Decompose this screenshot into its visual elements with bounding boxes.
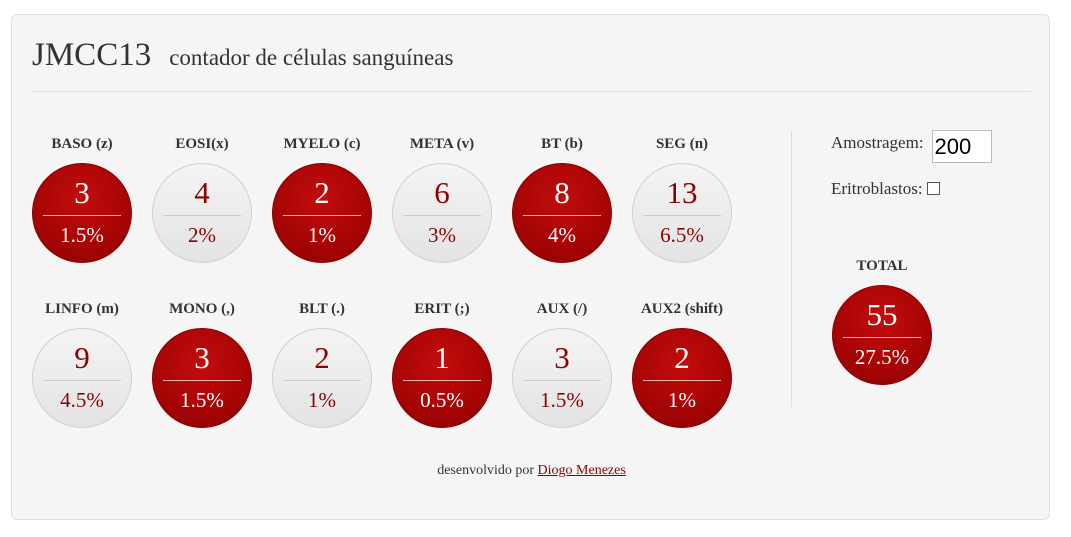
counter-bt: BT (b) 8 4% xyxy=(502,133,622,263)
circle-divider xyxy=(643,215,721,216)
vertical-divider xyxy=(791,131,792,407)
counter-count: 3 xyxy=(74,175,90,210)
page-header: JMCC13 contador de células sanguíneas xyxy=(32,37,453,74)
footer-text: desenvolvido por xyxy=(437,463,535,478)
counter-button-myelo[interactable]: 2 1% xyxy=(272,163,372,263)
counter-count: 2 xyxy=(314,340,330,375)
counter-aux2: AUX2 (shift) 2 1% xyxy=(622,298,742,428)
counter-mono: MONO (,) 3 1.5% xyxy=(142,298,262,428)
total-counter: TOTAL 55 27.5% xyxy=(832,255,932,385)
counter-button-erit[interactable]: 1 0.5% xyxy=(392,328,492,428)
counter-button-linfo[interactable]: 9 4.5% xyxy=(32,328,132,428)
counter-label: SEG (n) xyxy=(655,136,709,152)
total-label: TOTAL xyxy=(856,258,908,274)
circle-divider xyxy=(403,215,481,216)
counter-label: EOSI(x) xyxy=(175,136,229,152)
erythroblasts-label: Eritroblastos: xyxy=(831,179,923,198)
sample-size-row: Amostragem: 200 xyxy=(831,130,992,163)
circle-divider xyxy=(283,215,361,216)
counter-aux: AUX (/) 3 1.5% xyxy=(502,298,622,428)
counter-button-baso[interactable]: 3 1.5% xyxy=(32,163,132,263)
counter-baso: BASO (z) 3 1.5% xyxy=(22,133,142,263)
circle-divider xyxy=(523,215,601,216)
counter-label: AUX (/) xyxy=(536,301,588,317)
counter-count: 3 xyxy=(194,340,210,375)
counter-percent: 1.5% xyxy=(180,388,224,412)
counter-percent: 2% xyxy=(188,223,216,247)
counter-percent: 0.5% xyxy=(420,388,464,412)
counter-button-mono[interactable]: 3 1.5% xyxy=(152,328,252,428)
circle-divider xyxy=(43,215,121,216)
counter-percent: 4% xyxy=(548,223,576,247)
counter-percent: 1.5% xyxy=(60,223,104,247)
counter-panel: JMCC13 contador de células sanguíneas BAS… xyxy=(11,14,1050,520)
erythroblasts-checkbox[interactable] xyxy=(926,182,940,195)
counter-count: 8 xyxy=(554,175,570,210)
counter-percent: 4.5% xyxy=(60,388,104,412)
erythroblasts-row: Eritroblastos: xyxy=(831,179,940,199)
circle-divider xyxy=(163,380,241,381)
counter-button-bt[interactable]: 8 4% xyxy=(512,163,612,263)
counter-percent: 6.5% xyxy=(660,223,704,247)
counter-label: ERIT (;) xyxy=(414,301,470,317)
counter-percent: 1% xyxy=(668,388,696,412)
footer: desenvolvido por Diogo Menezes xyxy=(12,463,1051,479)
counter-label: BT (b) xyxy=(541,136,583,152)
circle-divider xyxy=(643,380,721,381)
counter-label: MONO (,) xyxy=(169,301,235,317)
counter-button-meta[interactable]: 6 3% xyxy=(392,163,492,263)
counter-erit: ERIT (;) 1 0.5% xyxy=(382,298,502,428)
counter-count: 9 xyxy=(74,340,90,375)
counter-button-eosi[interactable]: 4 2% xyxy=(152,163,252,263)
counter-button-blt[interactable]: 2 1% xyxy=(272,328,372,428)
counter-count: 3 xyxy=(554,340,570,375)
circle-divider xyxy=(163,215,241,216)
counter-seg: SEG (n) 13 6.5% xyxy=(622,133,742,263)
counter-button-aux2[interactable]: 2 1% xyxy=(632,328,732,428)
total-circle: 55 27.5% xyxy=(832,285,932,385)
circle-divider xyxy=(283,380,361,381)
counter-count: 13 xyxy=(666,175,698,210)
counter-linfo: LINFO (m) 9 4.5% xyxy=(22,298,142,428)
counter-label: LINFO (m) xyxy=(45,301,119,317)
counter-count: 2 xyxy=(674,340,690,375)
counter-label: AUX2 (shift) xyxy=(640,301,724,317)
counter-button-seg[interactable]: 13 6.5% xyxy=(632,163,732,263)
counter-label: META (v) xyxy=(409,136,475,152)
counter-count: 1 xyxy=(434,340,450,375)
counter-label: BASO (z) xyxy=(51,136,113,152)
circle-divider xyxy=(43,380,121,381)
counter-percent: 1% xyxy=(308,388,336,412)
counter-myelo: MYELO (c) 2 1% xyxy=(262,133,382,263)
counter-button-aux[interactable]: 3 1.5% xyxy=(512,328,612,428)
counter-percent: 3% xyxy=(428,223,456,247)
counter-label: MYELO (c) xyxy=(283,136,361,152)
counter-percent: 1.5% xyxy=(540,388,584,412)
counter-label: BLT (.) xyxy=(299,301,345,317)
counter-count: 6 xyxy=(434,175,450,210)
app-subtitle: contador de células sanguíneas xyxy=(169,45,454,70)
circle-divider xyxy=(403,380,481,381)
circle-divider xyxy=(843,337,921,338)
author-link[interactable]: Diogo Menezes xyxy=(537,463,626,478)
sample-size-input[interactable]: 200 xyxy=(931,130,992,163)
counter-count: 2 xyxy=(314,175,330,210)
counter-meta: META (v) 6 3% xyxy=(382,133,502,263)
circle-divider xyxy=(523,380,601,381)
counter-percent: 1% xyxy=(308,223,336,247)
sample-size-label: Amostragem: xyxy=(831,133,924,152)
counter-eosi: EOSI(x) 4 2% xyxy=(142,133,262,263)
counter-count: 4 xyxy=(194,175,210,210)
counter-blt: BLT (.) 2 1% xyxy=(262,298,382,428)
app-title: JMCC13 xyxy=(32,37,152,73)
total-count: 55 xyxy=(866,297,898,332)
header-divider xyxy=(32,91,1031,92)
total-percent: 27.5% xyxy=(854,345,910,369)
